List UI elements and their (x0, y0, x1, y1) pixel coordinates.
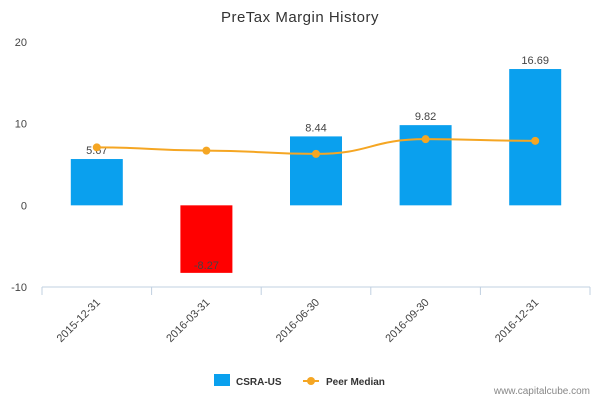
peer-median-point[interactable] (531, 136, 540, 145)
y-tick-label: -10 (11, 282, 27, 294)
y-axis: -10 0 10 20 (11, 37, 27, 294)
peer-median-series (92, 135, 540, 158)
bar-series (70, 69, 562, 273)
peer-median-point[interactable] (202, 146, 211, 155)
y-tick-label: 0 (21, 200, 27, 212)
bar[interactable] (290, 136, 342, 206)
peer-median-point[interactable] (312, 149, 320, 158)
y-tick-label: 20 (15, 37, 27, 49)
legend-csra-label[interactable]: CSRA-US (236, 377, 282, 388)
bar-data-label: 9.82 (415, 111, 436, 123)
x-tick-label: 2016-12-31 (493, 297, 541, 345)
chart-title: PreTax Margin History (221, 9, 379, 26)
x-tick-label: 2015-12-31 (55, 297, 103, 345)
x-axis: 2015-12-31 2016-03-31 2016-06-30 2016-09-30… (41, 286, 591, 345)
bar-data-label: -8.27 (194, 260, 219, 272)
bar[interactable] (70, 159, 123, 206)
legend: CSRA-US Peer Median (214, 374, 385, 388)
x-tick-label: 2016-03-31 (164, 297, 212, 345)
bar-data-label: 16.69 (521, 55, 549, 67)
credit-text: www.capitalcube.com (493, 386, 590, 397)
peer-median-point[interactable] (92, 143, 101, 152)
peer-median-point[interactable] (421, 135, 430, 144)
bar[interactable] (180, 205, 233, 273)
y-tick-label: 10 (15, 119, 27, 131)
bar-data-label: 8.44 (305, 122, 326, 134)
legend-peer-label[interactable]: Peer Median (326, 377, 385, 388)
x-tick-label: 2016-09-30 (383, 297, 431, 345)
legend-peer-dot-swatch (307, 377, 315, 385)
legend-csra-swatch (214, 374, 230, 386)
x-tick-label: 2016-06-30 (274, 297, 322, 345)
